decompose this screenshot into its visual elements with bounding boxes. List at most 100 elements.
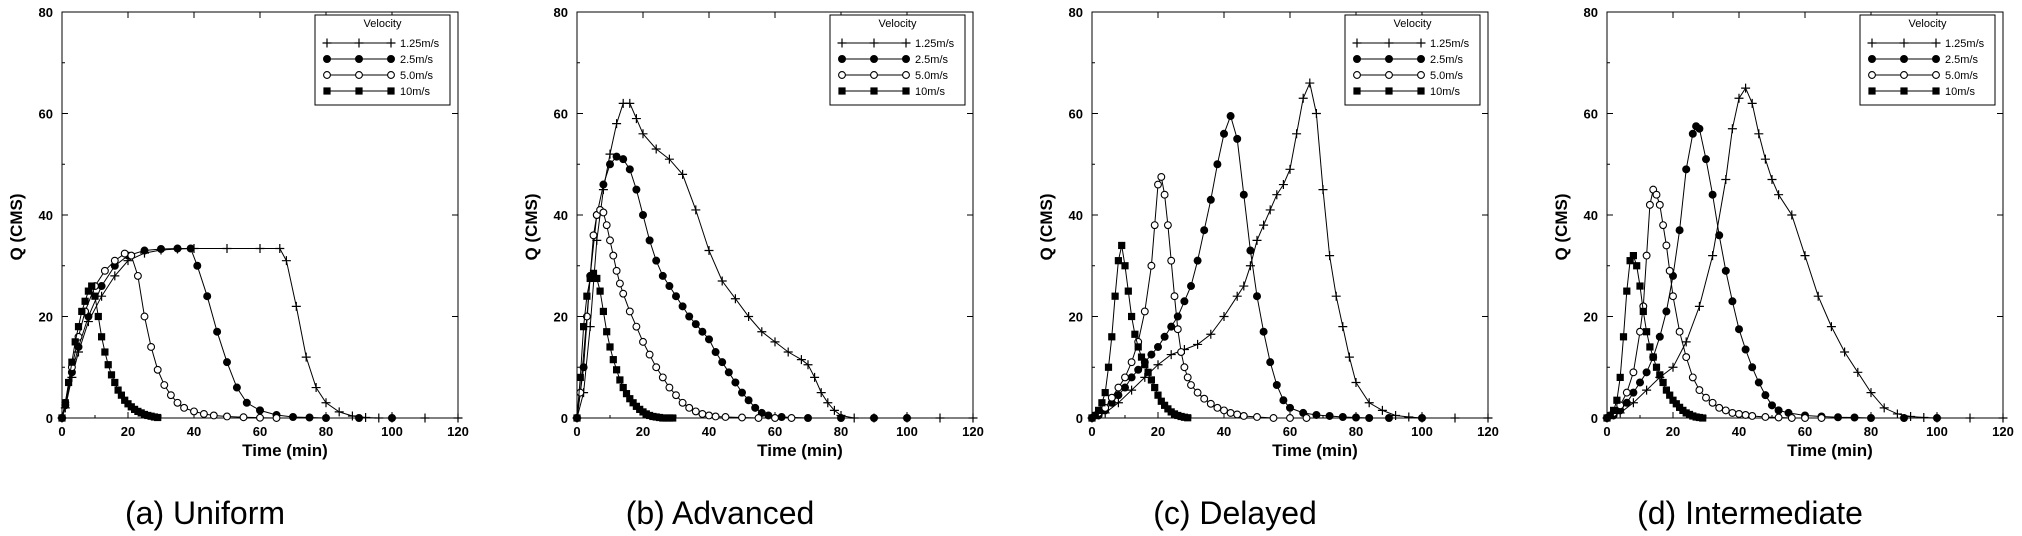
data-point xyxy=(788,415,795,422)
data-point xyxy=(577,389,584,396)
series-2.5m/s xyxy=(1088,112,1425,421)
y-tick-label: 60 xyxy=(39,107,53,122)
data-point xyxy=(1108,333,1115,340)
data-point xyxy=(1775,414,1782,421)
legend-marker xyxy=(324,72,331,79)
data-point xyxy=(243,399,250,406)
x-tick-label: 80 xyxy=(834,424,848,439)
data-point xyxy=(1676,328,1683,335)
data-point xyxy=(1254,414,1261,421)
legend-marker xyxy=(903,72,910,79)
data-point xyxy=(1128,359,1135,366)
x-tick-label: 20 xyxy=(1666,424,1680,439)
panel-caption: (c) Delayed xyxy=(1153,495,1317,531)
legend-marker xyxy=(323,55,330,62)
data-point xyxy=(837,414,844,421)
data-point xyxy=(1630,389,1637,396)
data-point xyxy=(1272,190,1281,199)
data-point xyxy=(1135,343,1142,350)
legend-marker xyxy=(1385,55,1392,62)
data-point xyxy=(1184,374,1191,381)
data-point xyxy=(1201,227,1208,234)
data-point xyxy=(1131,331,1138,338)
data-point xyxy=(771,337,780,346)
data-point xyxy=(1325,251,1334,260)
data-point xyxy=(1247,247,1254,254)
data-point xyxy=(1313,411,1320,418)
y-tick-label: 40 xyxy=(39,208,53,223)
data-point xyxy=(174,245,181,252)
data-point xyxy=(870,414,877,421)
data-point xyxy=(573,414,580,421)
data-point xyxy=(1165,222,1172,229)
data-point xyxy=(625,99,634,108)
x-tick-label: 120 xyxy=(962,424,984,439)
series-2.5m/s xyxy=(1603,123,1940,422)
data-point xyxy=(121,250,128,257)
data-point xyxy=(1233,292,1242,301)
data-point xyxy=(82,298,89,305)
legend-marker xyxy=(1901,72,1908,79)
data-point xyxy=(289,413,296,420)
data-point xyxy=(1451,414,1460,423)
data-point xyxy=(275,244,284,253)
data-point xyxy=(101,348,108,355)
data-point xyxy=(68,359,75,366)
data-point xyxy=(1610,407,1617,414)
data-point xyxy=(1775,407,1782,414)
data-point xyxy=(1620,333,1627,340)
legend-marker xyxy=(1353,87,1360,94)
chart-panel-3: 0 20 40 60 80 100 120 0 20 40 60 80 Time (min) Q (CMS… xyxy=(1037,5,1499,531)
data-point xyxy=(154,366,161,373)
data-point xyxy=(1299,94,1308,103)
panel-caption: (d) Intermediate xyxy=(1637,495,1863,531)
data-point xyxy=(617,280,624,287)
data-point xyxy=(98,282,105,289)
series-1.25m/s xyxy=(573,99,978,423)
data-point xyxy=(1338,322,1347,331)
legend-marker xyxy=(1386,72,1393,79)
data-point xyxy=(1696,387,1703,394)
data-point xyxy=(111,379,118,386)
x-tick-label: 60 xyxy=(253,424,267,439)
data-point xyxy=(606,161,613,168)
data-point xyxy=(1207,196,1214,203)
data-point xyxy=(1181,298,1188,305)
data-point xyxy=(1270,415,1277,422)
x-tick-label: 120 xyxy=(1477,424,1499,439)
legend-entry-label: 10m/s xyxy=(1430,86,1460,98)
data-point xyxy=(1768,402,1775,409)
data-point xyxy=(580,323,587,330)
data-point xyxy=(1834,414,1841,421)
data-point xyxy=(1239,282,1248,291)
data-point xyxy=(722,414,729,421)
data-point xyxy=(1669,363,1678,372)
data-point xyxy=(1689,374,1696,381)
data-point xyxy=(583,293,590,300)
y-tick-label: 60 xyxy=(1069,107,1083,122)
data-point xyxy=(1273,381,1280,388)
data-point xyxy=(1900,414,1907,421)
data-point xyxy=(1352,414,1359,421)
data-point xyxy=(1729,298,1736,305)
legend-entry-label: 1.25m/s xyxy=(400,38,440,50)
legend: Velocity 1.25m/s 2.5m/s 5.0m/s 10m/s xyxy=(1860,15,1995,105)
data-point xyxy=(616,376,623,383)
data-point xyxy=(732,379,739,386)
data-point xyxy=(626,166,633,173)
legend-marker xyxy=(1869,72,1876,79)
data-point xyxy=(1184,414,1191,421)
data-point xyxy=(1128,313,1135,320)
data-point xyxy=(692,408,699,415)
data-point xyxy=(1801,251,1810,260)
data-point xyxy=(1115,384,1122,391)
data-point xyxy=(282,256,291,265)
legend-entry-label: 2.5m/s xyxy=(915,54,949,66)
data-point xyxy=(739,414,746,421)
data-point xyxy=(653,364,660,371)
data-point xyxy=(1853,368,1862,377)
data-point xyxy=(1108,394,1115,401)
data-point xyxy=(613,153,620,160)
legend-marker xyxy=(839,72,846,79)
data-point xyxy=(1221,407,1228,414)
